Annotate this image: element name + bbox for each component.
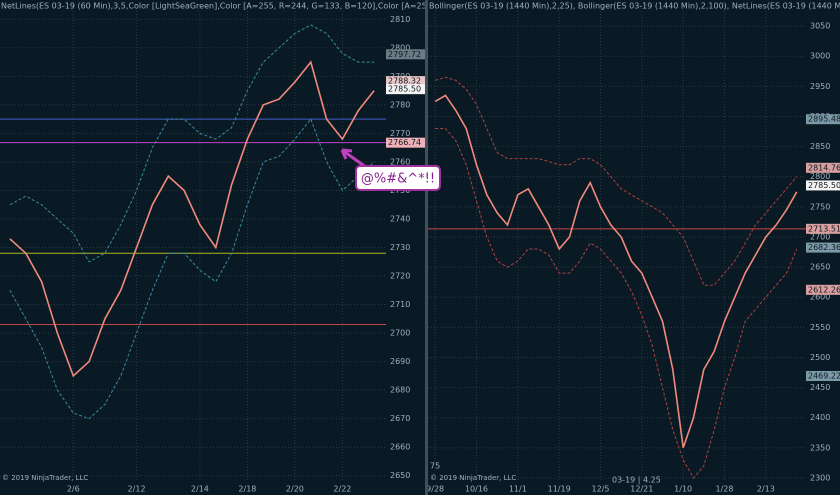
price-label: 2785.50 [388, 85, 421, 94]
x-tick-label: 11/1 [509, 485, 527, 494]
y-tick-label: 3000 [810, 52, 830, 61]
price-label-box [806, 370, 840, 381]
contract-info: 03-19 | 4.25 [612, 476, 661, 485]
bar-count: 75 [430, 462, 440, 471]
y-tick-label: 2780 [390, 100, 410, 109]
x-tick-label: 1/28 [716, 485, 734, 494]
price-label: 2682.36 [808, 243, 840, 252]
band-line [9, 24, 375, 263]
price-label-box [806, 114, 840, 125]
y-tick-label: 2300 [810, 473, 830, 482]
price-label-box [386, 49, 425, 60]
price-label-box [386, 84, 425, 95]
y-tick-label: 2650 [810, 263, 830, 272]
price-line [434, 94, 798, 449]
y-tick-label: 2670 [390, 414, 410, 423]
copyright: © 2019 NinjaTrader, LLC [2, 474, 88, 482]
price-line [9, 60, 375, 378]
price-label: 2788.32 [388, 77, 421, 86]
price-label-box [806, 180, 840, 191]
x-tick-label: 9/28 [426, 485, 444, 494]
y-tick-label: 2760 [390, 157, 410, 166]
price-label-box [386, 137, 425, 148]
chart-header: NetLines(ES 03-19 (60 Min),3,5,Color [Li… [1, 2, 490, 11]
x-tick-label: 12/21 [630, 485, 653, 494]
y-tick-label: 2720 [390, 272, 410, 281]
y-tick-label: 2800 [390, 43, 410, 52]
x-tick-label: 10/16 [465, 485, 488, 494]
y-tick-label: 2740 [390, 214, 410, 223]
y-tick-label: 2500 [810, 353, 830, 362]
band-line [9, 118, 375, 420]
price-label: 2766.74 [388, 138, 421, 147]
price-label: 2814.76 [808, 163, 840, 172]
y-tick-label: 2400 [810, 413, 830, 422]
x-tick-label: 2/6 [67, 485, 80, 494]
y-tick-label: 2770 [390, 129, 410, 138]
price-label: 2612.26 [808, 285, 840, 294]
y-tick-label: 2950 [810, 82, 830, 91]
price-label: 2895.48 [808, 115, 840, 124]
y-tick-label: 2750 [810, 202, 830, 211]
chart-header: Bollinger(ES 03-19 (1440 Min),2,25), Bol… [429, 2, 840, 11]
x-tick-label: 12/5 [592, 485, 610, 494]
annotation: @%#&^*!! [361, 172, 435, 187]
price-label: 2469.22 [808, 371, 840, 380]
y-tick-label: 2600 [810, 293, 830, 302]
price-label-box [806, 162, 840, 173]
y-tick-label: 2650 [390, 471, 410, 480]
x-tick-label: 2/13 [757, 485, 775, 494]
band-line [435, 128, 798, 479]
y-tick-label: 2700 [810, 232, 830, 241]
band-line [435, 76, 798, 286]
y-tick-label: 2660 [390, 443, 410, 452]
y-tick-label: 2450 [810, 383, 830, 392]
x-tick-label: 2/14 [191, 485, 209, 494]
price-label-box [806, 242, 840, 253]
y-tick-label: 2690 [390, 357, 410, 366]
x-tick-label: 11/19 [548, 485, 571, 494]
price-label: 2713.51 [808, 224, 840, 233]
y-tick-label: 2800 [810, 172, 830, 181]
price-label-box [386, 76, 425, 87]
y-tick-label: 2810 [390, 15, 410, 24]
y-tick-label: 2850 [810, 142, 830, 151]
copyright: © 2019 NinjaTrader, LLC [430, 474, 516, 482]
x-tick-label: 1/10 [674, 485, 692, 494]
x-tick-label: 2/18 [238, 485, 256, 494]
panel-right [428, 0, 840, 495]
y-tick-label: 2730 [390, 243, 410, 252]
y-tick-label: 2700 [390, 329, 410, 338]
price-label: 2785.50 [808, 181, 840, 190]
price-label-box [806, 223, 840, 234]
y-tick-label: 3050 [810, 22, 830, 31]
annotation-box [355, 165, 441, 191]
x-tick-label: 2/12 [128, 485, 146, 494]
chart-right: 2300 2350 2400 2450 2500 2550 2600 2650 2700 2750… [426, 2, 840, 494]
y-tick-label: 2710 [390, 300, 410, 309]
splitter[interactable] [425, 0, 428, 495]
x-tick-label: 2/20 [286, 485, 304, 494]
price-label: 2797.72 [388, 50, 421, 59]
x-tick-label: 2/22 [333, 485, 351, 494]
y-tick-label: 2680 [390, 386, 410, 395]
price-label-box [806, 284, 840, 295]
y-tick-label: 2350 [810, 443, 830, 452]
y-tick-label: 2550 [810, 323, 830, 332]
